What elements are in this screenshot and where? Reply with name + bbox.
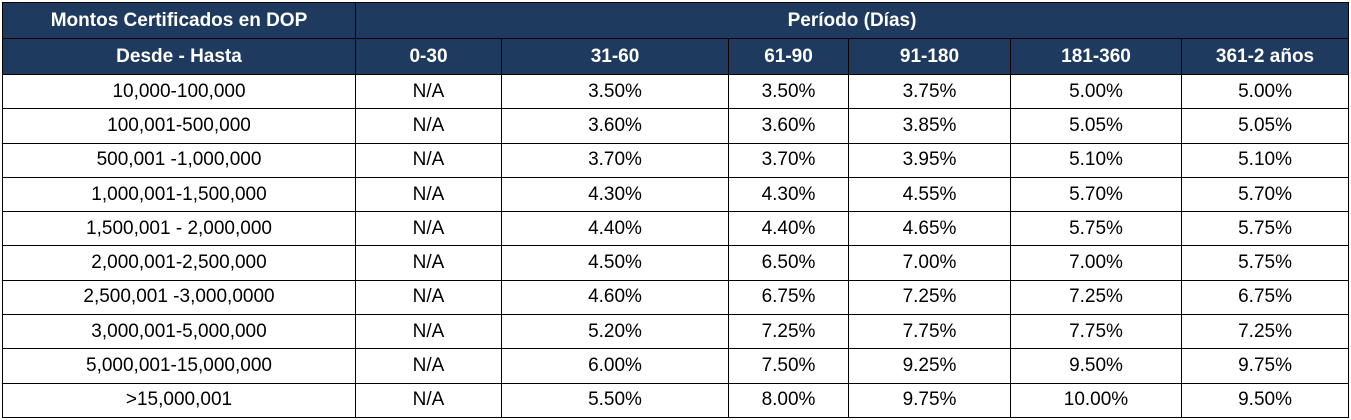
rate-cell: 5.05% <box>1010 108 1182 144</box>
column-header: 181-360 <box>1010 38 1182 75</box>
rate-cell: N/A <box>355 176 502 213</box>
amount-range-cell: 500,001 -1,000,000 <box>2 142 356 178</box>
amount-range-cell: 100,001-500,000 <box>2 108 356 144</box>
rate-cell: 9.50% <box>1010 348 1182 384</box>
rate-cell: 6.75% <box>1180 279 1350 316</box>
rate-cell: 3.50% <box>501 73 729 110</box>
amount-range-cell: 5,000,001-15,000,000 <box>2 348 356 384</box>
rate-cell: 6.00% <box>501 348 729 384</box>
rate-cell: 5.70% <box>1010 176 1182 213</box>
rate-cell: 7.75% <box>848 314 1011 350</box>
rate-cell: N/A <box>355 142 502 178</box>
rate-cell: N/A <box>355 73 502 110</box>
rate-cell: 9.50% <box>1180 382 1350 419</box>
rate-cell: 7.25% <box>728 314 849 350</box>
period-group-header: Período (Días) <box>354 2 1350 39</box>
table-row: 2,500,001 -3,000,0000 N/A 4.60% 6.75% 7.25% 7… <box>2 279 1350 316</box>
table-row: 3,000,001-5,000,000 N/A 5.20% 7.25% 7.75% 7.7… <box>2 314 1350 350</box>
rate-cell: 7.25% <box>848 279 1011 316</box>
table-row: 5,000,001-15,000,000 N/A 6.00% 7.50% 9.25% 9.… <box>2 348 1350 384</box>
amount-range-cell: 2,500,001 -3,000,0000 <box>2 279 356 316</box>
rate-cell: N/A <box>355 348 502 384</box>
rate-cell: 6.75% <box>728 279 849 316</box>
amount-range-cell: 1,000,001-1,500,000 <box>2 176 356 213</box>
rate-cell: 7.25% <box>1180 314 1350 350</box>
rate-cell: 5.75% <box>1180 211 1350 247</box>
table-row: 1,000,001-1,500,000 N/A 4.30% 4.30% 4.55% 5.7… <box>2 176 1350 213</box>
rate-cell: 9.75% <box>848 382 1011 419</box>
rate-cell: 7.00% <box>848 245 1011 281</box>
table-row: 100,001-500,000 N/A 3.60% 3.60% 3.85% 5.05% 5.… <box>2 108 1350 144</box>
rate-cell: 5.20% <box>501 314 729 350</box>
rate-cell: N/A <box>355 279 502 316</box>
rate-cell: 7.75% <box>1010 314 1182 350</box>
rate-cell: 4.50% <box>501 245 729 281</box>
rate-cell: 4.55% <box>848 176 1011 213</box>
amount-range-cell: 2,000,001-2,500,000 <box>2 245 356 281</box>
rate-cell: 9.25% <box>848 348 1011 384</box>
rate-cell: 7.25% <box>1010 279 1182 316</box>
rate-cell: 3.70% <box>501 142 729 178</box>
header-row-columns: Desde - Hasta 0-30 31-60 61-90 91-180 18… <box>2 38 1350 75</box>
rate-cell: 4.60% <box>501 279 729 316</box>
rate-cell: 5.00% <box>1010 73 1182 110</box>
rate-cell: 3.60% <box>728 108 849 144</box>
column-header: 0-30 <box>355 38 502 75</box>
rate-cell: 3.85% <box>848 108 1011 144</box>
table-row: >15,000,001 N/A 5.50% 8.00% 9.75% 10.00% 9.50% <box>2 382 1350 419</box>
rate-cell: 3.70% <box>728 142 849 178</box>
rate-cell: N/A <box>355 245 502 281</box>
rate-cell: 5.50% <box>501 382 729 419</box>
rate-cell: N/A <box>355 108 502 144</box>
rate-cell: 5.75% <box>1180 245 1350 281</box>
rate-cell: N/A <box>355 211 502 247</box>
rate-cell: 5.10% <box>1010 142 1182 178</box>
rate-cell: 3.75% <box>848 73 1011 110</box>
amount-range-cell: >15,000,001 <box>2 382 356 419</box>
amount-range-cell: 1,500,001 - 2,000,000 <box>2 211 356 247</box>
rate-cell: 4.40% <box>728 211 849 247</box>
rate-cell: 9.75% <box>1180 348 1350 384</box>
rate-cell: 4.40% <box>501 211 729 247</box>
rate-cell: N/A <box>355 314 502 350</box>
amount-group-header: Montos Certificados en DOP <box>2 2 356 39</box>
rate-cell: 8.00% <box>728 382 849 419</box>
rate-cell: 6.50% <box>728 245 849 281</box>
rate-cell: 4.30% <box>728 176 849 213</box>
rate-cell: 5.05% <box>1180 108 1350 144</box>
table-row: 10,000-100,000 N/A 3.50% 3.50% 3.75% 5.00% 5.0… <box>2 73 1350 110</box>
rate-cell: 7.00% <box>1010 245 1182 281</box>
header-row-top: Montos Certificados en DOP Período (Días… <box>2 2 1350 39</box>
column-header: 91-180 <box>848 38 1011 75</box>
column-header: Desde - Hasta <box>2 38 356 75</box>
column-header: 31-60 <box>501 38 729 75</box>
table-body: 10,000-100,000 N/A 3.50% 3.50% 3.75% 5.00% 5.0… <box>2 73 1350 419</box>
amount-range-cell: 10,000-100,000 <box>2 73 356 110</box>
rate-cell: 4.30% <box>501 176 729 213</box>
table-row: 500,001 -1,000,000 N/A 3.70% 3.70% 3.95% 5.10… <box>2 142 1350 178</box>
rate-cell: 3.60% <box>501 108 729 144</box>
rate-cell: 3.50% <box>728 73 849 110</box>
rate-cell: 3.95% <box>848 142 1011 178</box>
rate-cell: 10.00% <box>1010 382 1182 419</box>
table-row: 2,000,001-2,500,000 N/A 4.50% 6.50% 7.00% 7.0… <box>2 245 1350 281</box>
column-header: 61-90 <box>728 38 849 75</box>
rate-cell: 5.00% <box>1180 73 1350 110</box>
rate-cell: 5.70% <box>1180 176 1350 213</box>
rate-cell: 4.65% <box>848 211 1011 247</box>
column-header: 361-2 años <box>1180 38 1350 75</box>
rate-cell: 7.50% <box>728 348 849 384</box>
rate-cell: N/A <box>355 382 502 419</box>
rate-cell: 5.75% <box>1010 211 1182 247</box>
rate-cell: 5.10% <box>1180 142 1350 178</box>
table-row: 1,500,001 - 2,000,000 N/A 4.40% 4.40% 4.65% 5… <box>2 211 1350 247</box>
amount-range-cell: 3,000,001-5,000,000 <box>2 314 356 350</box>
